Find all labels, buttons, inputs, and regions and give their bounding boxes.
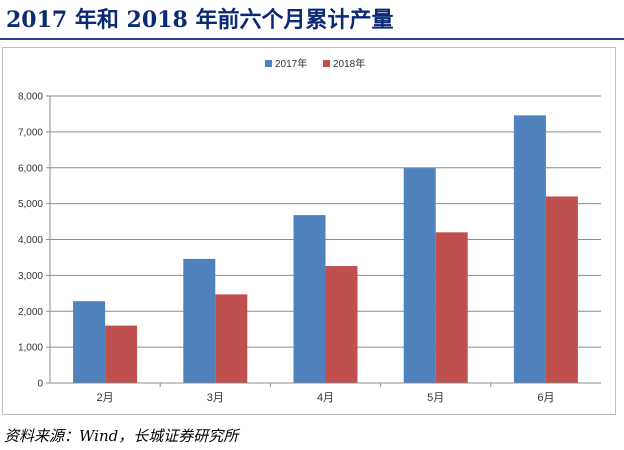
page-title: 2017 年和 2018 年前六个月累计产量	[6, 7, 394, 33]
bar-chart: 0 1,000 2,000 3,000 4,000 5,000 6,000 7,000 8,00…	[18, 57, 601, 404]
title-divider	[0, 38, 624, 40]
bar	[215, 294, 248, 383]
legend-label: 2018年	[333, 57, 365, 70]
y-tick-label: 0	[37, 379, 43, 390]
y-tick-label: 6,000	[18, 163, 43, 174]
x-tick-label: 4月	[317, 392, 334, 404]
y-tick-label: 7,000	[18, 127, 43, 138]
bar	[435, 232, 468, 383]
y-tick-label: 2,000	[18, 307, 43, 318]
bar	[513, 115, 546, 383]
x-tick-label: 3月	[207, 392, 224, 404]
x-tick-label: 6月	[537, 392, 554, 404]
bar	[403, 168, 436, 383]
legend-label: 2017年	[275, 57, 307, 70]
bar	[325, 266, 358, 383]
y-tick-label: 8,000	[18, 92, 43, 103]
y-tick-label: 3,000	[18, 271, 43, 282]
legend-swatch	[265, 60, 272, 67]
y-tick-label: 1,000	[18, 343, 43, 354]
y-tick-label: 4,000	[18, 235, 43, 246]
bar	[183, 258, 216, 383]
bar	[73, 301, 106, 383]
legend-swatch	[323, 60, 330, 67]
y-tick-label: 5,000	[18, 199, 43, 210]
bar	[105, 325, 138, 383]
x-tick-label: 2月	[97, 392, 114, 404]
chart-container: 0 1,000 2,000 3,000 4,000 5,000 6,000 7,000 8,00…	[2, 47, 616, 415]
x-tick-label: 5月	[427, 392, 444, 404]
source-note: 资料来源：Wind，长城证券研究所	[4, 427, 239, 445]
bar	[293, 215, 326, 383]
bar	[545, 196, 578, 383]
